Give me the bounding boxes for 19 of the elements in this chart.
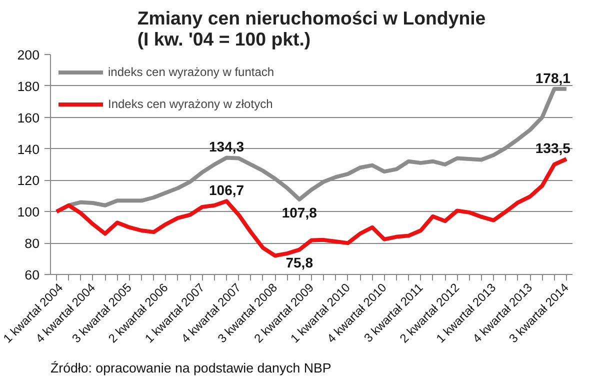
y-tick-label: 120 [17, 173, 40, 188]
y-tick-label: 160 [17, 110, 40, 126]
legend-label: indeks cen wyrażony w funtach [108, 65, 274, 79]
data-label: 106,7 [209, 182, 244, 198]
data-label: 133,5 [535, 140, 571, 156]
chart-title: Zmiany cen nieruchomości w Londynie (I kw. '04 = 100 pkt.) [137, 8, 486, 50]
data-label: 107,8 [282, 204, 318, 220]
text: Źródło: opracowanie na podstawie danych NBP [50, 360, 332, 376]
y-tick-label: 180 [17, 78, 40, 94]
data-label: 178,1 [535, 70, 571, 86]
data-label: 134,3 [209, 138, 244, 155]
line-series [54, 157, 568, 258]
y-tick-label: 80 [24, 236, 40, 252]
y-tick-label: 200 [17, 48, 40, 62]
data-label: 75,8 [286, 254, 314, 271]
y-tick-label: 60 [24, 268, 40, 282]
y-tick-label: 100 [17, 204, 40, 220]
legend-label: Indeks cen wyrażony w złotych [108, 97, 273, 111]
y-tick-label: 140 [17, 142, 40, 157]
